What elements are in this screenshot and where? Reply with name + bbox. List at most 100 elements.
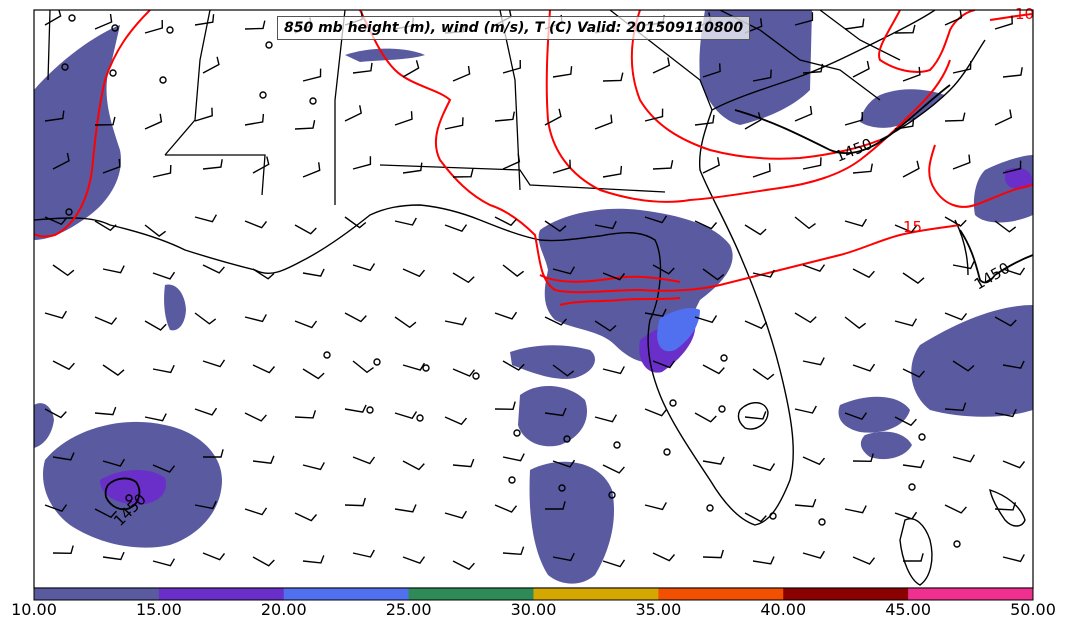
wind-barb (602, 464, 625, 474)
wind-barb (144, 320, 167, 331)
wind-barb (744, 411, 767, 420)
wind-barb (994, 316, 1017, 327)
wind-barb (594, 114, 613, 130)
wind-barb (494, 504, 518, 513)
wind-barb (702, 456, 725, 465)
wind-barb (552, 459, 576, 468)
wind-barb (552, 552, 575, 562)
wind-barb (1002, 267, 1026, 276)
shade-east-core (1005, 167, 1033, 190)
gulf-coast (34, 109, 794, 526)
wind-barb (294, 224, 317, 235)
calm-circle (718, 405, 726, 413)
wind-barb (952, 260, 975, 270)
calm-circle (259, 91, 267, 99)
border-la-ms (165, 154, 266, 196)
calm-circle (706, 504, 714, 512)
wind-barb (194, 14, 215, 26)
temp-contour-west (34, 10, 151, 238)
colorbar-segment (283, 588, 410, 600)
shade-central-gulf (518, 385, 588, 447)
wind-barb (444, 416, 468, 426)
wind-barb (544, 407, 567, 417)
colorbar-segment (533, 588, 659, 600)
colorbar-segment (34, 588, 160, 600)
calm-circle (309, 97, 317, 105)
wind-barb (452, 560, 475, 571)
cuba-coast (899, 518, 933, 586)
wind-barb (202, 359, 226, 368)
wind-barb (44, 408, 67, 419)
calm-circle (68, 14, 76, 22)
wind-barb (744, 18, 763, 34)
wind-barb (852, 363, 876, 372)
wind-barb (744, 512, 767, 523)
wind-barb (1002, 360, 1025, 369)
wind-barb (652, 552, 676, 562)
calm-circle (663, 448, 671, 456)
wind-barb (694, 315, 718, 324)
calm-circle (166, 26, 174, 34)
wind-barb (302, 268, 325, 277)
colorbar-tick-label: 30.00 (510, 600, 557, 619)
wind-barb (244, 113, 265, 126)
colorbar-tick-label: 15.00 (135, 600, 182, 619)
wind-barb (252, 268, 275, 280)
wind-barb (644, 308, 667, 317)
temp-contour-east2 (928, 144, 1033, 208)
wind-barb (203, 449, 224, 458)
wind-barb (344, 312, 367, 323)
wind-barb (152, 464, 176, 473)
colorbar-segment (908, 588, 1034, 600)
wind-barb (244, 314, 267, 323)
shade-south-gulf (529, 461, 615, 584)
wind-barb (444, 117, 464, 130)
wind-barb (802, 357, 825, 366)
wind-barb (352, 263, 376, 272)
wind-barb (252, 364, 276, 374)
wind-barb (944, 312, 968, 321)
wind-barb (652, 360, 676, 369)
wind-barb (452, 368, 476, 377)
wind-barb (494, 311, 518, 320)
shade-fl-west (510, 345, 595, 379)
wind-barb (1002, 554, 1025, 563)
calm-circle (513, 429, 521, 437)
wind-barb (602, 559, 626, 568)
wind-barb (802, 550, 826, 559)
colorbar-segment (783, 588, 909, 600)
wind-barb (552, 66, 573, 78)
wind-barb (594, 414, 618, 423)
wind-barb (152, 164, 172, 178)
wind-barb (352, 156, 372, 170)
wind-barb (202, 56, 220, 74)
wind-barb (802, 264, 826, 273)
calm-circle (608, 491, 616, 499)
wind-barb (952, 60, 972, 74)
wind-barb (352, 549, 375, 558)
calm-circle (918, 433, 926, 441)
wind-barb (944, 504, 967, 514)
wind-barb (44, 310, 68, 319)
wind-barb (944, 112, 966, 122)
wind-barb (444, 317, 467, 326)
shade-central-patch (345, 48, 425, 62)
calm-circle (366, 406, 374, 414)
wind-barb (52, 545, 74, 555)
colorbar-tick-label: 10.00 (11, 600, 57, 619)
wind-barb (102, 551, 125, 561)
wind-barb (594, 320, 617, 332)
wind-barb (452, 458, 475, 468)
wind-barb (952, 454, 976, 463)
shade-hurricane-core (100, 469, 166, 505)
wind-barb (794, 12, 814, 26)
height-contour-1450-hurricane (104, 477, 141, 511)
wind-barb (1002, 460, 1026, 469)
calm-circle (508, 476, 516, 484)
wind-barb (994, 408, 1017, 418)
shaded-20-25-regions (657, 307, 700, 352)
wind-barb (194, 107, 213, 122)
wind-barb (502, 153, 521, 170)
wind-barb (852, 453, 874, 463)
